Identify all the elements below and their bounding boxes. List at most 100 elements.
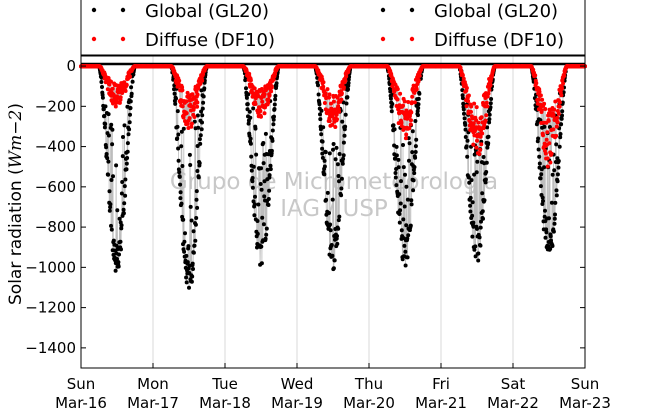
diffuse-point xyxy=(414,87,419,92)
global-point xyxy=(122,201,127,206)
diffuse-point xyxy=(412,100,417,105)
global-point xyxy=(555,172,560,177)
global-point xyxy=(544,230,549,235)
global-point xyxy=(200,120,204,125)
diffuse-point xyxy=(180,85,185,90)
diffuse-point xyxy=(344,74,349,79)
global-point xyxy=(200,113,205,118)
diffuse-point xyxy=(552,107,557,112)
global-point xyxy=(191,250,196,255)
global-point xyxy=(416,113,420,118)
y-axis-label: Solar radiation (Wm−2) xyxy=(6,103,26,305)
global-point xyxy=(120,180,125,184)
global-point xyxy=(478,243,483,248)
global-point xyxy=(341,156,346,161)
diffuse-point xyxy=(187,116,192,121)
diffuse-point xyxy=(321,80,326,85)
global-point xyxy=(480,191,485,196)
global-point xyxy=(259,261,264,266)
global-point xyxy=(110,127,115,132)
global-point xyxy=(320,139,325,144)
diffuse-point xyxy=(262,92,267,97)
diffuse-point xyxy=(335,117,339,122)
diffuse-point xyxy=(478,134,483,139)
global-point xyxy=(104,152,109,156)
global-point xyxy=(252,213,257,218)
global-point xyxy=(266,203,271,207)
global-point xyxy=(411,188,416,193)
global-point xyxy=(339,193,344,198)
global-point xyxy=(471,224,476,229)
global-point xyxy=(487,117,492,122)
global-point xyxy=(116,264,121,269)
legend-marker xyxy=(409,36,415,42)
global-point xyxy=(541,199,545,203)
global-point xyxy=(195,169,200,173)
diffuse-point xyxy=(554,124,559,129)
x-tick-label-day: Thu xyxy=(354,375,383,393)
global-point xyxy=(412,171,417,176)
global-point xyxy=(407,141,412,146)
global-point xyxy=(251,106,256,111)
global-point xyxy=(470,234,475,239)
global-point xyxy=(109,178,114,182)
global-point xyxy=(342,133,347,138)
global-point xyxy=(388,96,393,101)
diffuse-point xyxy=(551,113,556,117)
global-point xyxy=(405,255,410,260)
global-point xyxy=(178,190,183,195)
global-point xyxy=(111,238,116,243)
diffuse-point xyxy=(477,152,482,156)
x-tick-label-day: Mon xyxy=(137,375,169,393)
diffuse-point xyxy=(562,73,567,78)
y-tick-label: 0 xyxy=(66,57,76,75)
legend-label: Global (GL20) xyxy=(434,1,558,22)
global-point xyxy=(202,86,207,91)
global-point xyxy=(271,117,276,122)
global-point xyxy=(244,86,248,91)
global-point xyxy=(114,163,119,168)
global-point xyxy=(537,161,542,166)
diffuse-point xyxy=(545,130,550,135)
global-point xyxy=(201,100,206,105)
y-axis: 0 −200 −400 −600 −800 −1000 −1200 −1400 xyxy=(25,57,585,357)
global-point xyxy=(553,200,558,205)
global-point xyxy=(330,197,335,202)
global-point xyxy=(123,177,128,182)
global-point xyxy=(328,222,333,227)
global-point xyxy=(107,208,112,213)
global-point xyxy=(200,106,205,111)
diffuse-point xyxy=(124,83,129,87)
diffuse-point xyxy=(538,93,543,98)
global-point xyxy=(536,136,541,141)
global-point xyxy=(265,167,270,172)
global-point xyxy=(115,208,120,213)
global-point xyxy=(106,172,111,177)
global-point xyxy=(462,116,467,121)
global-point xyxy=(331,142,336,146)
global-point xyxy=(320,155,325,160)
global-point xyxy=(255,219,260,223)
global-point xyxy=(266,152,271,157)
global-point xyxy=(194,197,199,202)
global-point xyxy=(197,137,202,142)
y-tick-label: −1200 xyxy=(25,299,76,317)
global-point xyxy=(131,72,136,77)
x-tick-label-day: Wed xyxy=(281,375,314,393)
y-tick-label: −1000 xyxy=(25,258,76,276)
diffuse-point xyxy=(545,164,550,169)
global-point xyxy=(412,165,417,170)
global-point xyxy=(322,158,327,163)
global-point xyxy=(111,174,115,179)
global-point xyxy=(109,122,114,127)
global-point xyxy=(126,132,131,137)
global-point xyxy=(199,127,204,132)
global-point xyxy=(486,141,491,146)
diffuse-point xyxy=(253,102,258,106)
global-point xyxy=(394,183,399,188)
global-point xyxy=(335,162,340,167)
global-point xyxy=(463,122,468,127)
global-point xyxy=(118,239,123,244)
global-point xyxy=(330,253,335,258)
y-tick-label: −1400 xyxy=(25,339,76,357)
